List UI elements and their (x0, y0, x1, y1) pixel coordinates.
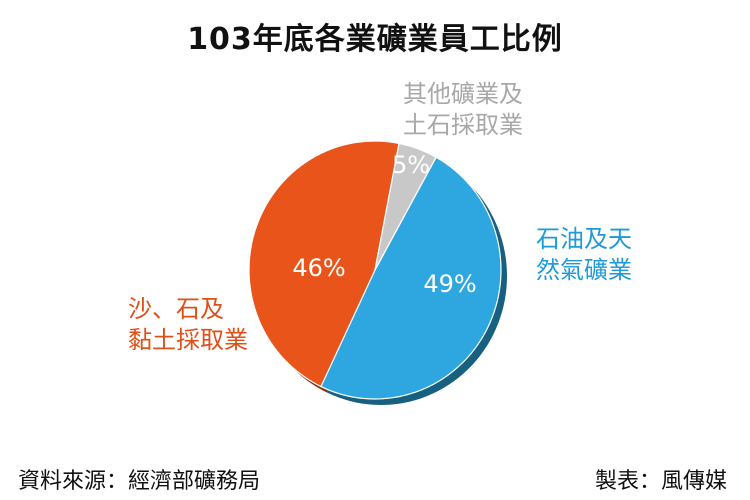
data-label-oil-gas: 49% (423, 270, 477, 298)
label-other-mining: 其他礦業及 土石採取業 (403, 79, 523, 141)
label-sand-stone-line-2: 黏土採取業 (128, 326, 248, 354)
label-sand-stone-line-1: 沙、石及 (128, 295, 224, 323)
chart-title: 103年底各業礦業員工比例 (187, 22, 563, 57)
label-oil-gas-line-2: 然氣礦業 (536, 256, 632, 284)
pie-slice-other-mining (374, 142, 437, 271)
source-note: 資料來源：經濟部礦務局 (18, 469, 261, 494)
data-label-sand-stone: 46% (292, 254, 346, 282)
credit-note: 製表：風傳媒 (595, 469, 728, 494)
pie-slice-sand-stone (248, 140, 400, 388)
label-oil-gas-line-1: 石油及天 (536, 225, 632, 253)
data-label-other-mining: 5% (391, 151, 431, 179)
label-other-mining-line-2: 土石採取業 (403, 111, 523, 139)
label-sand-stone: 沙、石及 黏土採取業 (128, 294, 248, 356)
label-other-mining-line-1: 其他礦業及 (403, 80, 523, 108)
pie-slice-oil-gas (320, 156, 502, 400)
label-oil-gas: 石油及天 然氣礦業 (536, 224, 632, 286)
